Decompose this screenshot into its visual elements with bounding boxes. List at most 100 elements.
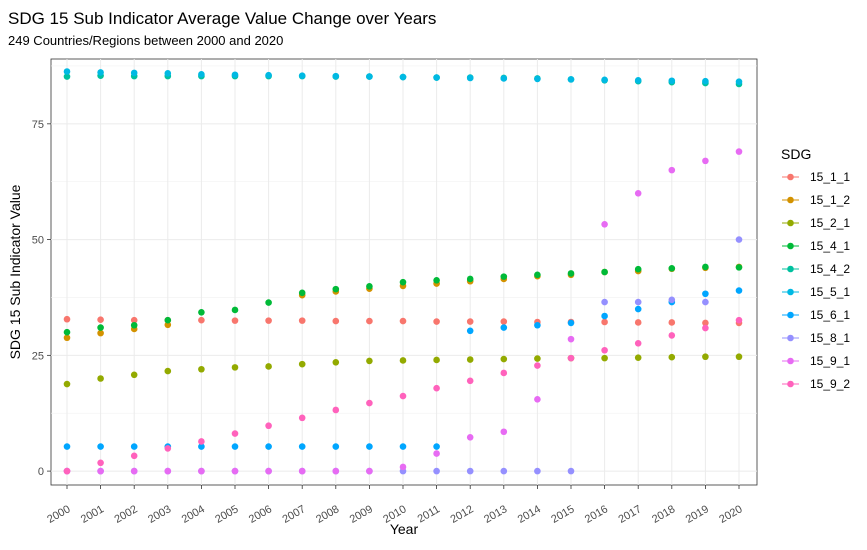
point-15_2_1-2018 (668, 353, 676, 361)
plot-panel (50, 58, 758, 486)
point-15_1_1-2009 (366, 317, 373, 325)
point-15_9_2-2007 (298, 414, 306, 422)
point-15_9_2-2019 (702, 324, 709, 332)
point-15_2_1-2006 (265, 363, 272, 370)
point-15_4_1-2018 (668, 264, 676, 272)
point-15_5_1-2001 (97, 69, 104, 76)
point-15_9_1-2003 (164, 467, 172, 475)
x-tick-label: 2003 (146, 503, 173, 526)
point-15_1_1-2017 (634, 319, 642, 326)
point-15_5_1-2015 (567, 76, 575, 83)
point-15_9_1-2007 (298, 467, 306, 475)
point-15_5_1-2006 (265, 71, 272, 79)
point-15_2_1-2017 (634, 354, 642, 361)
point-15_2_1-2003 (164, 367, 172, 375)
point-15_4_1-2000 (63, 328, 71, 336)
point-15_4_1-2017 (634, 265, 642, 273)
legend-label-15_1_1: 15_1_1 (810, 170, 850, 184)
legend: SDG 15_1_1 15_1_2 15_2_1 15_4_1 15_4_2 15_5_1… (781, 146, 850, 391)
legend-key-15_2_1 (787, 219, 794, 227)
x-tick-label: 2002 (112, 503, 139, 526)
y-axis-label: SDG 15 Sub Indicator Value (7, 184, 23, 359)
point-15_5_1-2005 (231, 71, 239, 79)
point-15_5_1-2020 (735, 78, 743, 85)
point-15_5_1-2000 (63, 68, 71, 75)
point-15_8_1-2017 (634, 298, 642, 306)
x-tick-label: 2020 (717, 503, 744, 526)
point-15_2_1-2001 (97, 375, 104, 382)
point-15_4_1-2014 (534, 271, 541, 279)
point-15_6_1-2001 (97, 443, 104, 450)
legend-label-15_1_2: 15_1_2 (810, 193, 850, 207)
point-15_9_1-2005 (231, 467, 239, 475)
point-15_5_1-2004 (198, 70, 205, 78)
y-tick-label: 75 (32, 119, 44, 131)
point-15_9_1-2004 (198, 467, 205, 475)
x-tick-label: 2009 (348, 503, 375, 526)
point-15_1_1-2013 (500, 318, 508, 325)
point-15_4_1-2019 (702, 263, 709, 271)
point-15_9_2-2018 (668, 332, 676, 339)
x-tick-label: 2004 (180, 503, 207, 526)
x-axis-label: Year (390, 521, 419, 537)
point-15_9_2-2015 (567, 354, 575, 362)
point-15_5_1-2018 (668, 77, 676, 85)
legend-label-15_2_1: 15_2_1 (810, 216, 850, 230)
point-15_2_1-2011 (433, 356, 440, 364)
point-15_6_1-2015 (567, 319, 575, 327)
point-15_8_1-2012 (466, 467, 474, 475)
point-15_5_1-2012 (466, 74, 474, 82)
point-15_9_2-2005 (231, 430, 239, 437)
point-15_5_1-2010 (399, 73, 407, 81)
point-15_1_1-2010 (399, 317, 407, 325)
point-15_2_1-2014 (534, 355, 541, 362)
x-tick-label: 2008 (314, 503, 341, 526)
x-tick-label: 2001 (79, 503, 106, 526)
legend-label-15_5_1: 15_5_1 (810, 285, 850, 299)
point-15_9_2-2016 (601, 346, 608, 354)
point-15_6_1-2012 (466, 327, 474, 335)
point-15_9_1-2001 (97, 467, 104, 475)
point-15_4_1-2002 (130, 321, 138, 329)
legend-key-15_4_1 (787, 242, 794, 250)
point-15_6_1-2007 (298, 443, 306, 450)
x-tick-label: 2006 (247, 503, 274, 526)
point-15_9_1-2017 (634, 189, 642, 197)
x-tick-label: 2015 (549, 503, 576, 526)
point-15_1_1-2008 (332, 317, 340, 325)
point-15_6_1-2019 (702, 290, 709, 298)
point-15_6_1-2020 (735, 287, 743, 294)
point-15_6_1-2017 (634, 305, 642, 313)
legend-key-15_1_2 (787, 196, 794, 204)
point-15_1_1-2011 (433, 318, 440, 325)
point-15_6_1-2016 (601, 312, 608, 320)
point-15_6_1-2010 (399, 443, 407, 450)
point-15_2_1-2012 (466, 356, 474, 363)
point-15_5_1-2014 (534, 75, 541, 83)
x-tick-label: 2017 (616, 503, 643, 526)
legend-label-15_6_1: 15_6_1 (810, 308, 850, 322)
point-15_6_1-2014 (534, 321, 541, 329)
point-15_5_1-2011 (433, 74, 440, 81)
point-15_6_1-2006 (265, 443, 272, 450)
point-15_1_1-2018 (668, 319, 676, 326)
point-15_5_1-2007 (298, 72, 306, 79)
point-15_5_1-2008 (332, 72, 340, 80)
point-15_4_1-2020 (735, 264, 743, 271)
point-15_9_1-2012 (466, 434, 474, 441)
point-15_4_1-2016 (601, 268, 608, 276)
point-15_6_1-2013 (500, 324, 508, 331)
x-tick-label: 2000 (45, 503, 72, 526)
point-15_6_1-2000 (63, 443, 71, 450)
point-15_8_1-2019 (702, 298, 709, 306)
point-15_2_1-2000 (63, 380, 71, 388)
point-15_4_1-2004 (198, 308, 205, 316)
grid-minor (51, 65, 757, 414)
x-tick-label: 2013 (482, 503, 509, 526)
point-15_9_2-2010 (399, 392, 407, 400)
x-tick-label: 2011 (416, 503, 442, 525)
point-15_9_1-2009 (366, 467, 373, 475)
point-15_1_1-2005 (231, 317, 239, 324)
